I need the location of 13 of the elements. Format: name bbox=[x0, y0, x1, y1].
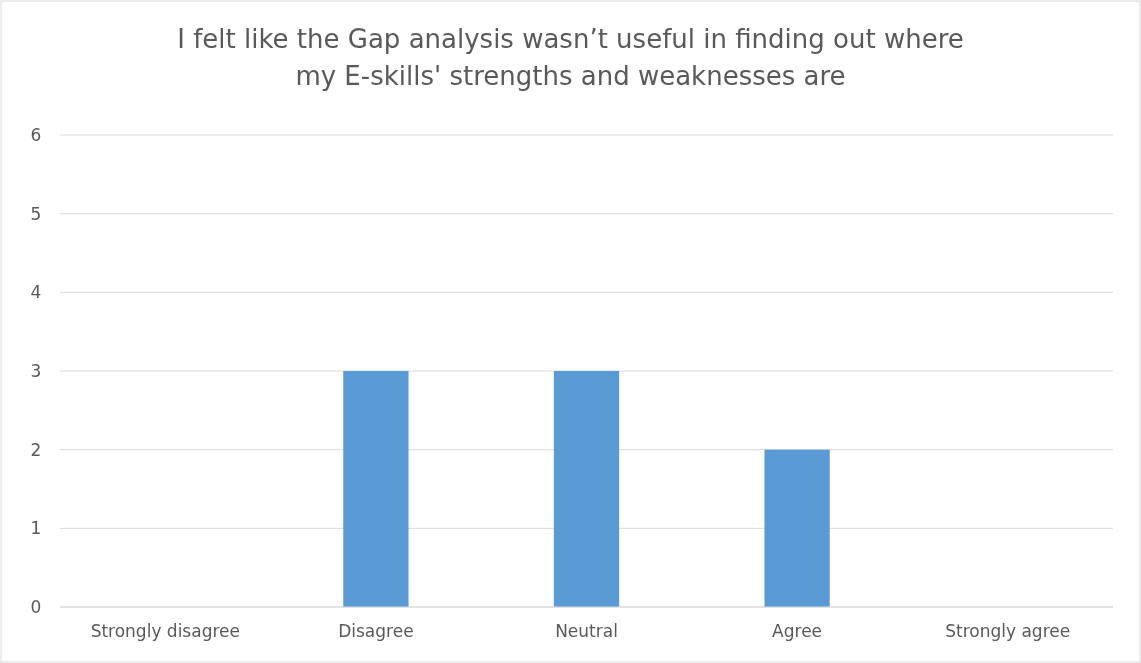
x-tick-label: Strongly agree bbox=[945, 621, 1071, 641]
x-tick-label: Agree bbox=[772, 621, 823, 641]
x-tick-label: Neutral bbox=[555, 621, 618, 641]
chart-title: I felt like the Gap analysis wasn’t useful in finding out where my E-skills' strengths and weaknesses are bbox=[177, 24, 964, 91]
y-tick-label: 6 bbox=[30, 124, 42, 145]
y-tick-label: 5 bbox=[30, 203, 42, 224]
x-tick-label: Disagree bbox=[338, 621, 414, 641]
y-tick-label: 1 bbox=[30, 518, 42, 539]
y-tick-label: 4 bbox=[30, 282, 42, 303]
y-tick-label: 0 bbox=[30, 596, 42, 617]
x-tick-label: Strongly disagree bbox=[90, 621, 240, 641]
y-tick-label: 3 bbox=[30, 360, 42, 381]
y-tick-label: 2 bbox=[30, 439, 42, 460]
